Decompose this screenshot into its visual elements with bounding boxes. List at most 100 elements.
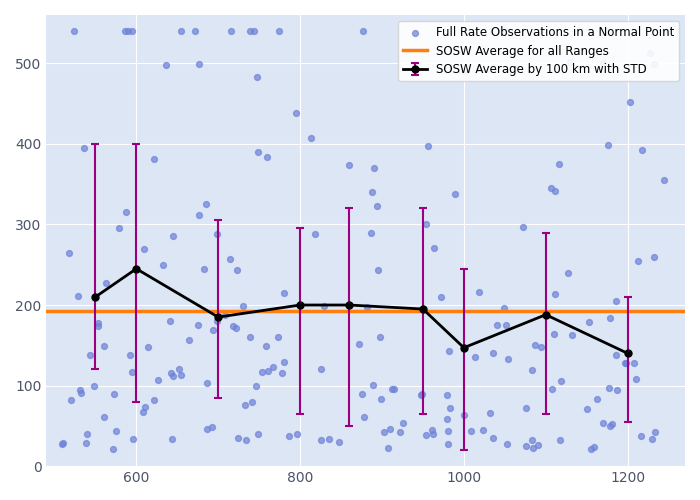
Full Rate Observations in a Normal Point bbox=[164, 317, 176, 325]
Full Rate Observations in a Normal Point bbox=[100, 280, 111, 287]
Full Rate Observations in a Normal Point bbox=[526, 366, 538, 374]
Full Rate Observations in a Normal Point bbox=[501, 440, 512, 448]
Full Rate Observations in a Normal Point bbox=[449, 190, 461, 198]
Full Rate Observations in a Normal Point bbox=[604, 314, 615, 322]
Full Rate Observations in a Normal Point bbox=[526, 436, 538, 444]
Full Rate Observations in a Normal Point bbox=[142, 342, 153, 350]
Full Rate Observations in a Normal Point bbox=[466, 428, 477, 436]
Full Rate Observations in a Normal Point bbox=[527, 444, 538, 452]
Full Rate Observations in a Normal Point bbox=[122, 27, 134, 35]
Full Rate Observations in a Normal Point bbox=[78, 144, 89, 152]
Full Rate Observations in a Normal Point bbox=[267, 363, 279, 371]
Full Rate Observations in a Normal Point bbox=[279, 289, 290, 297]
Full Rate Observations in a Normal Point bbox=[428, 244, 440, 252]
Full Rate Observations in a Normal Point bbox=[160, 61, 172, 69]
Full Rate Observations in a Normal Point bbox=[487, 350, 498, 358]
Full Rate Observations in a Normal Point bbox=[202, 380, 213, 388]
Full Rate Observations in a Normal Point bbox=[356, 390, 368, 398]
Full Rate Observations in a Normal Point bbox=[183, 336, 195, 344]
Full Rate Observations in a Normal Point bbox=[659, 27, 671, 35]
Full Rate Observations in a Normal Point bbox=[499, 304, 510, 312]
Full Rate Observations in a Normal Point bbox=[386, 386, 398, 394]
Full Rate Observations in a Normal Point bbox=[458, 410, 470, 418]
Full Rate Observations in a Normal Point bbox=[389, 385, 400, 393]
Full Rate Observations in a Normal Point bbox=[120, 208, 132, 216]
Full Rate Observations in a Normal Point bbox=[206, 423, 217, 431]
Full Rate Observations in a Normal Point bbox=[601, 27, 612, 35]
Full Rate Observations in a Normal Point bbox=[358, 412, 370, 420]
Full Rate Observations in a Normal Point bbox=[212, 230, 223, 238]
Full Rate Observations in a Normal Point bbox=[318, 302, 330, 310]
Full Rate Observations in a Normal Point bbox=[368, 381, 379, 389]
Full Rate Observations in a Normal Point bbox=[469, 353, 480, 361]
Full Rate Observations in a Normal Point bbox=[244, 333, 255, 341]
Full Rate Observations in a Normal Point bbox=[200, 200, 211, 207]
Full Rate Observations in a Normal Point bbox=[189, 27, 200, 35]
Full Rate Observations in a Normal Point bbox=[92, 318, 103, 326]
Full Rate Observations in a Normal Point bbox=[636, 432, 647, 440]
Full Rate Observations in a Normal Point bbox=[610, 297, 622, 305]
Full Rate Observations in a Normal Point bbox=[244, 27, 256, 35]
Full Rate Observations in a Normal Point bbox=[211, 316, 223, 324]
Full Rate Observations in a Normal Point bbox=[598, 418, 609, 426]
Full Rate Observations in a Normal Point bbox=[362, 302, 373, 310]
Full Rate Observations in a Normal Point bbox=[228, 322, 239, 330]
Full Rate Observations in a Normal Point bbox=[72, 292, 83, 300]
Full Rate Observations in a Normal Point bbox=[89, 382, 100, 390]
Full Rate Observations in a Normal Point bbox=[491, 322, 502, 330]
Legend: Full Rate Observations in a Normal Point, SOSW Average for all Ranges, SOSW Aver: Full Rate Observations in a Normal Point… bbox=[398, 21, 679, 81]
Full Rate Observations in a Normal Point bbox=[442, 427, 453, 435]
Full Rate Observations in a Normal Point bbox=[99, 414, 110, 422]
Full Rate Observations in a Normal Point bbox=[394, 428, 405, 436]
Full Rate Observations in a Normal Point bbox=[435, 292, 447, 300]
Full Rate Observations in a Normal Point bbox=[85, 352, 96, 360]
Full Rate Observations in a Normal Point bbox=[603, 384, 615, 392]
Full Rate Observations in a Normal Point bbox=[566, 331, 578, 339]
Full Rate Observations in a Normal Point bbox=[139, 245, 150, 253]
Full Rate Observations in a Normal Point bbox=[372, 202, 383, 210]
Full Rate Observations in a Normal Point bbox=[278, 358, 289, 366]
Full Rate Observations in a Normal Point bbox=[442, 440, 453, 448]
Full Rate Observations in a Normal Point bbox=[232, 266, 243, 274]
Full Rate Observations in a Normal Point bbox=[208, 326, 219, 334]
Full Rate Observations in a Normal Point bbox=[262, 367, 274, 375]
Full Rate Observations in a Normal Point bbox=[166, 370, 177, 378]
Full Rate Observations in a Normal Point bbox=[276, 369, 288, 377]
Full Rate Observations in a Normal Point bbox=[232, 434, 244, 442]
Full Rate Observations in a Normal Point bbox=[632, 257, 643, 265]
Full Rate Observations in a Normal Point bbox=[375, 394, 386, 402]
Full Rate Observations in a Normal Point bbox=[333, 438, 344, 446]
Full Rate Observations in a Normal Point bbox=[250, 382, 261, 390]
Full Rate Observations in a Normal Point bbox=[272, 333, 284, 341]
Full Rate Observations in a Normal Point bbox=[562, 270, 573, 278]
Full Rate Observations in a Normal Point bbox=[488, 434, 499, 442]
Full Rate Observations in a Normal Point bbox=[398, 419, 409, 427]
Full Rate Observations in a Normal Point bbox=[372, 266, 384, 274]
Full Rate Observations in a Normal Point bbox=[585, 444, 596, 452]
Full Rate Observations in a Normal Point bbox=[158, 262, 169, 270]
Full Rate Observations in a Normal Point bbox=[99, 342, 110, 350]
Full Rate Observations in a Normal Point bbox=[253, 430, 264, 438]
Full Rate Observations in a Normal Point bbox=[167, 232, 178, 239]
Full Rate Observations in a Normal Point bbox=[108, 390, 120, 398]
Full Rate Observations in a Normal Point bbox=[128, 434, 139, 442]
Full Rate Observations in a Normal Point bbox=[192, 320, 203, 328]
Full Rate Observations in a Normal Point bbox=[444, 347, 455, 355]
Full Rate Observations in a Normal Point bbox=[416, 391, 427, 399]
Full Rate Observations in a Normal Point bbox=[251, 72, 262, 80]
Full Rate Observations in a Normal Point bbox=[619, 358, 630, 366]
Full Rate Observations in a Normal Point bbox=[460, 67, 471, 75]
Full Rate Observations in a Normal Point bbox=[441, 415, 452, 423]
Full Rate Observations in a Normal Point bbox=[343, 161, 354, 169]
Full Rate Observations in a Normal Point bbox=[261, 154, 272, 162]
Full Rate Observations in a Normal Point bbox=[606, 420, 617, 428]
Full Rate Observations in a Normal Point bbox=[119, 27, 130, 35]
Full Rate Observations in a Normal Point bbox=[283, 432, 294, 440]
Full Rate Observations in a Normal Point bbox=[76, 389, 87, 397]
Full Rate Observations in a Normal Point bbox=[555, 436, 566, 444]
Full Rate Observations in a Normal Point bbox=[124, 350, 135, 358]
Full Rate Observations in a Normal Point bbox=[554, 160, 565, 168]
Full Rate Observations in a Normal Point bbox=[442, 392, 453, 400]
Full Rate Observations in a Normal Point bbox=[503, 356, 514, 364]
Full Rate Observations in a Normal Point bbox=[416, 390, 428, 398]
